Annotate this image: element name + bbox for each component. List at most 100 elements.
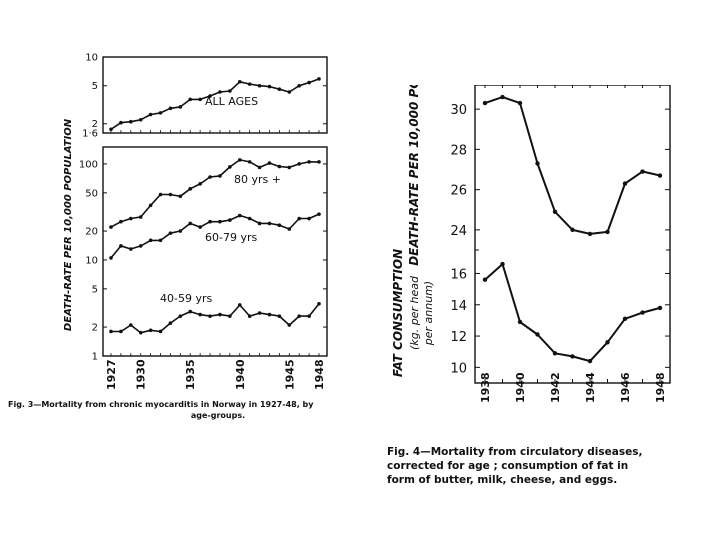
fig3-series-80-yrs--label: 80 yrs + xyxy=(234,173,281,186)
fig3-series-40-59-yrs-point xyxy=(208,314,212,318)
fig3-xtick-label: 1930 xyxy=(135,359,148,390)
fig3-series-all-ages-point xyxy=(287,90,292,94)
fig4-xtick-label: 1942 xyxy=(549,372,562,403)
fig3-series-80-yrs--point xyxy=(307,160,311,164)
fig3-series-80-yrs--point xyxy=(317,160,321,164)
figure-4-caption: Fig. 4—Mortality from circulatory diseas… xyxy=(387,445,687,487)
fig3-series-60-79-yrs-point xyxy=(208,219,212,224)
fig4-frame xyxy=(474,85,671,384)
fig4-top-series-point xyxy=(535,161,540,166)
fig3-series-60-79-yrs-point xyxy=(297,216,301,221)
fig3-series-40-59-yrs-point xyxy=(119,329,123,334)
fig4-bottom-series-point xyxy=(657,305,663,311)
fig3-series-40-59-yrs-point xyxy=(129,323,133,327)
fig3-series-80-yrs--point xyxy=(129,216,133,221)
fig3-series-40-59-yrs-point xyxy=(317,301,321,306)
fig3-series-80-yrs--point xyxy=(218,174,222,178)
fig3-series-80-yrs--point xyxy=(178,194,183,199)
fig3-series-60-79-yrs-point xyxy=(277,223,282,228)
fig3-series-all-ages-point xyxy=(188,97,193,102)
fig3-top-ytick-label: 1·6 xyxy=(82,129,98,140)
fig3-series-all-ages-point xyxy=(158,111,163,115)
fig3-series-40-59-yrs-point xyxy=(109,329,113,334)
fig3-series-80-yrs--point xyxy=(148,203,153,208)
fig3-series-80-yrs--point xyxy=(277,164,282,169)
fig3-series-40-59-yrs-point xyxy=(247,314,252,318)
fig3-series-80-yrs--point xyxy=(119,219,123,224)
fig3-series-80-yrs--point xyxy=(109,225,113,229)
figure-4-caption-line2: corrected for age ; consumption of fat i… xyxy=(387,460,629,472)
fig3-series-60-79-yrs-point xyxy=(257,221,262,226)
fig3-series-40-59-yrs-point xyxy=(218,312,222,317)
fig4-xtick-label: 1946 xyxy=(619,372,632,403)
fig4-bottom-ytick-label: 16 xyxy=(450,267,467,282)
fig4-bottom-series-point xyxy=(587,358,593,364)
fig3-bottom-ytick-label: 1 xyxy=(92,352,98,363)
fig4-bottom-series-point xyxy=(552,351,558,356)
fig4-bottom-series-point xyxy=(500,261,505,267)
fig3-series-all-ages-point xyxy=(247,82,252,86)
fig4-top-ytick-label: 24 xyxy=(450,224,467,239)
fig4-top-series-point xyxy=(552,209,558,214)
fig3-series-all-ages-point xyxy=(178,105,183,109)
fig3-bottom-ytick-label: 2 xyxy=(92,323,98,334)
fig4-bottom-ytick-label: 10 xyxy=(450,361,467,376)
fig3-series-all-ages-point xyxy=(198,97,202,102)
fig3-series-all-ages-point xyxy=(129,119,133,124)
fig3-series-60-79-yrs-point xyxy=(228,218,232,222)
fig3-series-all-ages-point xyxy=(297,83,301,88)
fig4-xtick-label: 1944 xyxy=(584,372,597,403)
fig3-series-60-79-yrs-point xyxy=(317,212,321,216)
fig3-series-all-ages-point xyxy=(257,83,262,88)
fig3-series-all-ages-point xyxy=(119,120,123,125)
fig3-series-60-79-yrs-line xyxy=(110,213,320,259)
fig3-series-60-79-yrs-point xyxy=(168,231,173,235)
fig4-top-ylabel: DEATH-RATE PER 10,000 POP. xyxy=(407,85,421,266)
figure-3-caption-line2: age-groups. xyxy=(190,411,246,420)
fig4-top-series-point xyxy=(570,227,575,233)
fig3-top-ytick-label: 5 xyxy=(92,81,98,92)
fig3-series-all-ages-point xyxy=(208,94,212,98)
fig3-series-40-59-yrs-point xyxy=(257,311,262,315)
fig3-series-60-79-yrs-point xyxy=(237,213,242,218)
fig3-series-all-ages-point xyxy=(317,77,321,81)
fig3-series-80-yrs--point xyxy=(257,165,262,170)
fig3-series-80-yrs--point xyxy=(267,161,272,165)
fig3-xtick-label: 1935 xyxy=(184,359,197,390)
fig3-series-60-79-yrs-point xyxy=(158,238,163,243)
fig4-xtick-label: 1938 xyxy=(479,372,492,403)
fig3-top-ytick-label: 2 xyxy=(92,119,98,130)
fig3-series-60-79-yrs-label: 60-79 yrs xyxy=(205,231,257,244)
fig3-series-40-59-yrs-point xyxy=(168,321,173,325)
fig3-series-40-59-yrs-point xyxy=(277,314,282,318)
fig3-series-80-yrs--point xyxy=(138,215,143,219)
fig4-top-series-point xyxy=(622,181,628,186)
fig3-ylabel: DEATH-RATE PER 10,000 POPULATION xyxy=(63,118,74,331)
figure-4-caption-line1: Fig. 4—Mortality from circulatory diseas… xyxy=(387,446,643,458)
fig3-series-60-79-yrs-point xyxy=(148,238,153,243)
fig3-series-80-yrs--point xyxy=(237,158,242,162)
fig3-top-ytick-label: 10 xyxy=(85,53,98,64)
fig3-series-40-59-yrs-point xyxy=(188,309,193,314)
fig3-panel-top-frame xyxy=(102,56,328,134)
fig3-xtick-label: 1927 xyxy=(105,359,118,390)
fig3-series-40-59-yrs-point xyxy=(267,312,272,317)
fig4-bottom-series-point xyxy=(517,319,523,325)
fig4-top-series-point xyxy=(657,173,663,178)
fig4-top-series-point xyxy=(500,94,505,100)
fig4-top-series-point xyxy=(482,100,488,106)
fig3-series-40-59-yrs-line xyxy=(111,303,320,334)
fig4-top-series-line xyxy=(484,96,661,235)
figure-3-caption-line1: Fig. 3—Mortality from chronic myocarditi… xyxy=(8,400,314,409)
fig4-bottom-series-point xyxy=(622,316,628,322)
fig3-series-all-ages-point xyxy=(138,117,143,122)
fig3-series-all-ages-point xyxy=(267,84,272,89)
fig3-xtick-label: 1948 xyxy=(313,359,326,390)
fig3-panel-bottom-frame xyxy=(102,146,328,357)
fig3-series-80-yrs--point xyxy=(168,192,173,197)
fig3-series-60-79-yrs-point xyxy=(119,244,123,248)
fig3-series-40-59-yrs-point xyxy=(178,314,183,318)
fig4-top-series-point xyxy=(640,169,645,174)
fig4-bottom-series-point xyxy=(640,310,645,315)
